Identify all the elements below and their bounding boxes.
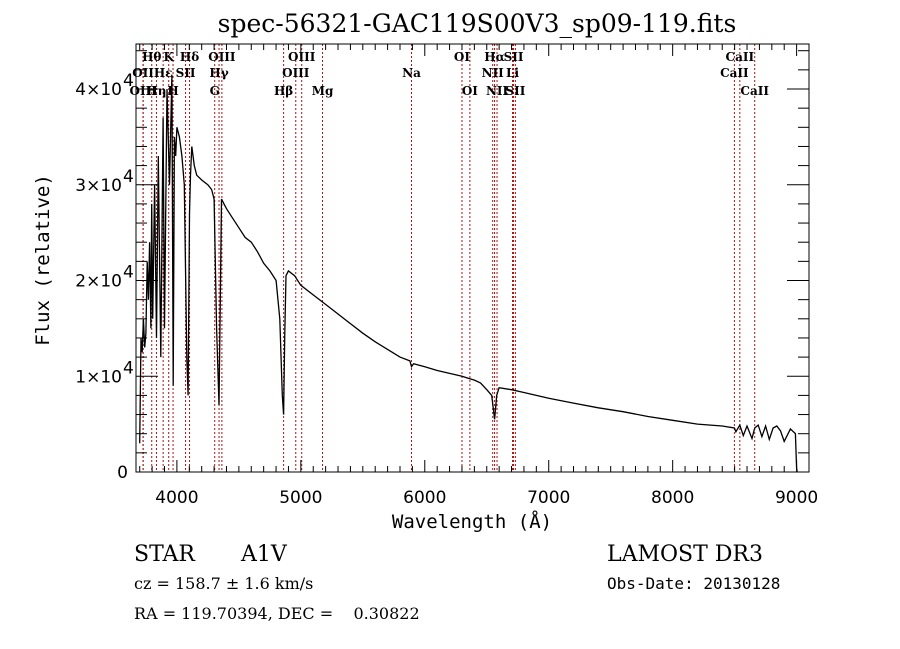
- chart-title: spec-56321-GAC119S00V3_sp09-119.fits: [218, 9, 737, 38]
- y-tick-exponent: 4: [123, 71, 134, 91]
- spectral-line-label: H: [167, 84, 178, 98]
- spectral-line-label: Hγ: [209, 66, 228, 80]
- y-tick-label: 2×10: [75, 272, 122, 292]
- spectral-line-label: Hα: [484, 50, 505, 64]
- spectral-line-label: NII: [482, 66, 505, 80]
- plot-frame: [135, 43, 810, 473]
- spectrum-line: [139, 74, 798, 473]
- y-tick-label: 3×10: [75, 176, 122, 196]
- x-tick-label: 8000: [651, 488, 694, 508]
- observation-date: Obs-Date: 20130128: [607, 574, 780, 593]
- spectral-line-label: SII: [505, 84, 525, 98]
- coordinates-text: RA = 119.70394, DEC = 0.30822: [134, 604, 420, 623]
- x-tick-labels: 4000 5000 6000 7000 8000 9000: [155, 488, 818, 508]
- spectral-line-label: OIII: [288, 50, 316, 64]
- spectral-line-label: K: [164, 50, 175, 64]
- spectral-line-label: Li: [506, 66, 519, 80]
- spectral-line-label: CaII: [726, 50, 755, 64]
- spectral-line-label: Mg: [312, 84, 334, 98]
- y-tick-label: 4×10: [75, 80, 122, 100]
- spectral-line-label: OIII: [282, 66, 310, 80]
- y-tick-exponent: 4: [123, 358, 134, 378]
- spectral-line-label: NII: [486, 84, 509, 98]
- x-tick-label: 4000: [155, 488, 198, 508]
- spectral-line-label: CaII: [740, 84, 769, 98]
- x-axis-label: Wavelength (Å): [392, 510, 552, 533]
- spectral-line-label: Hβ: [274, 84, 293, 98]
- spectral-line-label: Hδ: [180, 50, 199, 64]
- y-axis-label: Flux (relative): [32, 174, 54, 346]
- spectral-line-label: SII: [504, 50, 524, 64]
- y-tick-labels: 01×10 42×10 43×10 44×10 4: [75, 71, 134, 483]
- axis-ticks: [136, 44, 810, 473]
- spectral-line-label: Hε: [154, 66, 173, 80]
- x-tick-label: 7000: [527, 488, 570, 508]
- spectral-line-label: SII: [176, 66, 196, 80]
- spectral-line-label: OIII: [208, 50, 236, 64]
- spectral-line-label: Hη: [146, 84, 166, 98]
- spectral-line-label: OI: [454, 50, 470, 64]
- spectral-line-label: Hθ: [142, 50, 161, 64]
- spectral-line-label: G: [210, 84, 220, 98]
- redshift-text: cz = 158.7 ± 1.6 km/s: [134, 574, 313, 593]
- spectral-line-label: OI: [462, 84, 478, 98]
- object-subclass: A1V: [240, 542, 288, 567]
- y-tick-label: 1×10: [75, 367, 122, 387]
- y-tick-label: 0: [117, 463, 128, 483]
- spectral-line-markers: [142, 44, 756, 472]
- y-tick-exponent: 4: [123, 263, 134, 283]
- spectral-line-label: CaII: [720, 66, 749, 80]
- x-tick-label: 6000: [403, 488, 446, 508]
- x-tick-label: 5000: [279, 488, 322, 508]
- x-tick-label: 9000: [775, 488, 818, 508]
- survey-name: LAMOST DR3: [607, 542, 763, 567]
- spectral-line-label: Na: [402, 66, 421, 80]
- y-tick-exponent: 4: [123, 167, 134, 187]
- object-class: STAR: [134, 542, 196, 567]
